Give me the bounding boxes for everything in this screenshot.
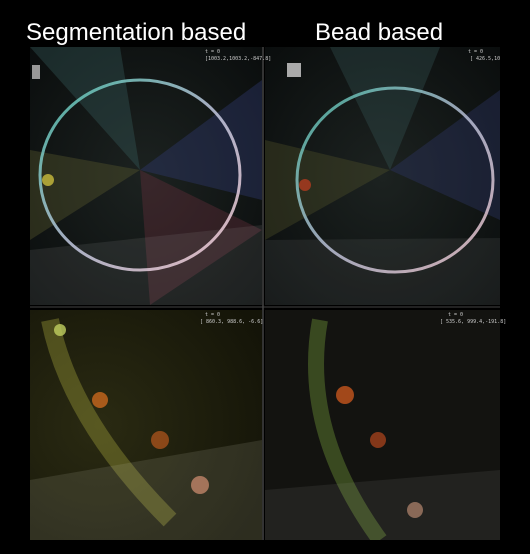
heading: Segmentation based	[26, 19, 246, 46]
time-label: t = 0	[205, 49, 220, 55]
image-panel	[30, 310, 262, 540]
image-panel	[30, 47, 262, 305]
image-panel	[265, 47, 500, 305]
coords-label: [1003.2,1003.2,-847.8]	[205, 56, 271, 62]
coords-label: [ 426.5,10	[470, 56, 500, 62]
time-label: t = 0	[448, 312, 463, 318]
time-label: t = 0	[205, 312, 220, 318]
image-panel	[265, 310, 500, 540]
time-label: t = 0	[468, 49, 483, 55]
coords-label: [ 860.3, 988.6, -6.6]	[200, 319, 263, 325]
heading: Bead based	[315, 19, 443, 46]
coords-label: [ 535.6, 999.4,-191.8]	[440, 319, 506, 325]
